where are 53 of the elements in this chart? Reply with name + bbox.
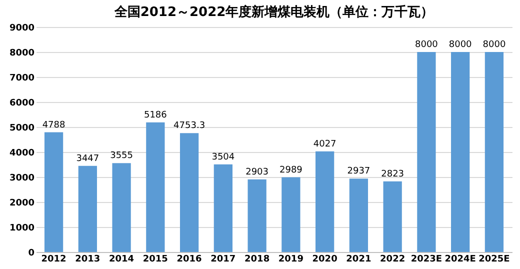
y-tick-label: 1000: [9, 224, 34, 234]
bar: [112, 163, 131, 252]
y-tick-label: 4000: [9, 148, 34, 158]
y-tick-label: 3000: [9, 174, 34, 184]
data-label: 2937: [347, 166, 370, 177]
y-tick-label: 6000: [9, 98, 34, 108]
bar: [78, 166, 97, 252]
y-tick-label: 8000: [9, 48, 34, 58]
chart-title: 全国2012～2022年度新增煤电装机（单位：万千瓦）: [113, 4, 434, 20]
bar: [282, 177, 300, 252]
x-tick-label: 2019: [278, 254, 304, 264]
bar: [44, 132, 64, 252]
y-tick-label: 9000: [9, 24, 34, 34]
x-tick-label: 2018: [244, 254, 270, 264]
x-tick-label: 2021: [346, 254, 372, 264]
bar: [180, 133, 199, 252]
x-tick-label: 2020: [312, 254, 338, 264]
bar: [146, 122, 165, 252]
x-tick-label: 2022: [380, 254, 406, 264]
bar: [248, 179, 266, 252]
data-label: 2823: [381, 169, 404, 180]
bar: [451, 52, 470, 252]
x-tick-label: 2015: [142, 254, 168, 264]
x-tick-label: 2014: [109, 254, 134, 264]
y-tick-label: 2000: [9, 198, 34, 208]
y-tick-label: 7000: [9, 74, 34, 84]
bar: [316, 151, 334, 252]
x-tick-label: 2012: [41, 254, 66, 264]
data-label: 4027: [313, 139, 336, 150]
data-label: 8000: [415, 40, 438, 50]
data-label: 3555: [110, 151, 133, 162]
data-label: 5186: [144, 110, 168, 120]
bar: [349, 178, 368, 252]
y-tick-label: 0: [28, 248, 34, 258]
x-tick-label: 2024E: [444, 254, 476, 264]
bar: [417, 52, 436, 252]
data-label: 2989: [279, 165, 303, 176]
data-label: 8000: [482, 40, 506, 50]
bar: [383, 181, 402, 252]
data-label: 4753.3: [174, 121, 206, 132]
bar: [484, 52, 504, 252]
x-tick-label: 2016: [176, 254, 202, 264]
data-label: 3504: [212, 152, 235, 162]
data-label: 8000: [448, 40, 472, 50]
data-label: 3447: [76, 154, 100, 164]
x-tick-label: 2013: [75, 254, 100, 264]
bar: [214, 164, 232, 252]
data-label: 4788: [42, 120, 66, 130]
x-tick-label: 2023E: [410, 254, 442, 264]
data-label: 2903: [246, 167, 269, 178]
x-tick-label: 2017: [210, 254, 236, 264]
x-tick-label: 2025E: [478, 254, 510, 264]
y-tick-label: 5000: [9, 124, 34, 134]
